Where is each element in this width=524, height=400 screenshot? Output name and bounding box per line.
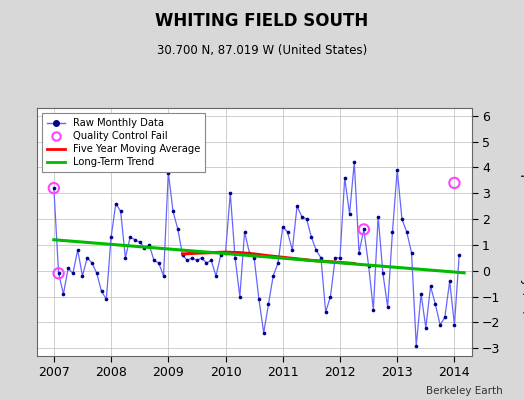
Point <box>441 314 449 320</box>
Point <box>336 255 344 261</box>
Point <box>131 236 139 243</box>
Point <box>369 306 377 313</box>
Point <box>445 278 454 284</box>
Legend: Raw Monthly Data, Quality Control Fail, Five Year Moving Average, Long-Term Tren: Raw Monthly Data, Quality Control Fail, … <box>42 113 205 172</box>
Point <box>359 226 368 233</box>
Point <box>355 250 363 256</box>
Point <box>107 234 115 240</box>
Point <box>50 185 58 191</box>
Point <box>264 301 272 308</box>
Point <box>69 270 77 276</box>
Point <box>126 234 134 240</box>
Point <box>393 167 401 173</box>
Point <box>255 296 263 302</box>
Point <box>136 239 144 246</box>
Point <box>231 255 239 261</box>
Point <box>379 270 387 276</box>
Point <box>279 224 287 230</box>
Point <box>250 255 258 261</box>
Text: Berkeley Earth: Berkeley Earth <box>427 386 503 396</box>
Text: WHITING FIELD SOUTH: WHITING FIELD SOUTH <box>156 12 368 30</box>
Point <box>78 273 86 279</box>
Point <box>398 216 406 222</box>
Point <box>183 257 192 264</box>
Point <box>359 226 368 233</box>
Point <box>302 216 311 222</box>
Point <box>341 174 349 181</box>
Point <box>50 185 58 191</box>
Point <box>226 190 234 196</box>
Point <box>259 330 268 336</box>
Point <box>450 180 458 186</box>
Point <box>54 270 63 276</box>
Point <box>388 229 397 235</box>
Point <box>140 244 149 251</box>
Point <box>288 247 297 253</box>
Point <box>450 322 458 328</box>
Point <box>193 257 201 264</box>
Point <box>431 301 440 308</box>
Point <box>417 291 425 297</box>
Point <box>298 213 306 220</box>
Point <box>59 291 68 297</box>
Point <box>83 255 91 261</box>
Point <box>412 342 420 349</box>
Y-axis label: Temperature Anomaly (°C): Temperature Anomaly (°C) <box>520 148 524 316</box>
Point <box>384 304 392 310</box>
Point <box>202 260 211 266</box>
Point <box>345 211 354 217</box>
Point <box>64 265 72 271</box>
Point <box>121 255 129 261</box>
Point <box>293 203 301 209</box>
Point <box>283 229 292 235</box>
Point <box>374 213 383 220</box>
Point <box>145 242 154 248</box>
Point <box>88 260 96 266</box>
Point <box>159 273 168 279</box>
Point <box>155 260 163 266</box>
Point <box>245 250 254 256</box>
Point <box>54 270 63 276</box>
Point <box>331 255 340 261</box>
Point <box>274 260 282 266</box>
Point <box>73 247 82 253</box>
Point <box>364 262 373 269</box>
Point <box>97 288 106 295</box>
Point <box>407 250 416 256</box>
Text: 30.700 N, 87.019 W (United States): 30.700 N, 87.019 W (United States) <box>157 44 367 57</box>
Point <box>178 252 187 258</box>
Point <box>216 252 225 258</box>
Point <box>112 200 120 207</box>
Point <box>241 229 249 235</box>
Point <box>102 296 111 302</box>
Point <box>316 255 325 261</box>
Point <box>269 273 277 279</box>
Point <box>212 273 220 279</box>
Point <box>307 234 315 240</box>
Point <box>188 255 196 261</box>
Point <box>455 252 463 258</box>
Point <box>312 247 320 253</box>
Point <box>169 208 177 214</box>
Point <box>150 257 158 264</box>
Point <box>350 159 358 166</box>
Point <box>422 324 430 331</box>
Point <box>198 255 206 261</box>
Point <box>402 229 411 235</box>
Point <box>221 250 230 256</box>
Point <box>93 270 101 276</box>
Point <box>236 293 244 300</box>
Point <box>207 257 215 264</box>
Point <box>164 169 172 176</box>
Point <box>436 322 444 328</box>
Point <box>326 293 335 300</box>
Point <box>427 283 435 290</box>
Point <box>173 226 182 233</box>
Point <box>322 309 330 315</box>
Point <box>116 208 125 214</box>
